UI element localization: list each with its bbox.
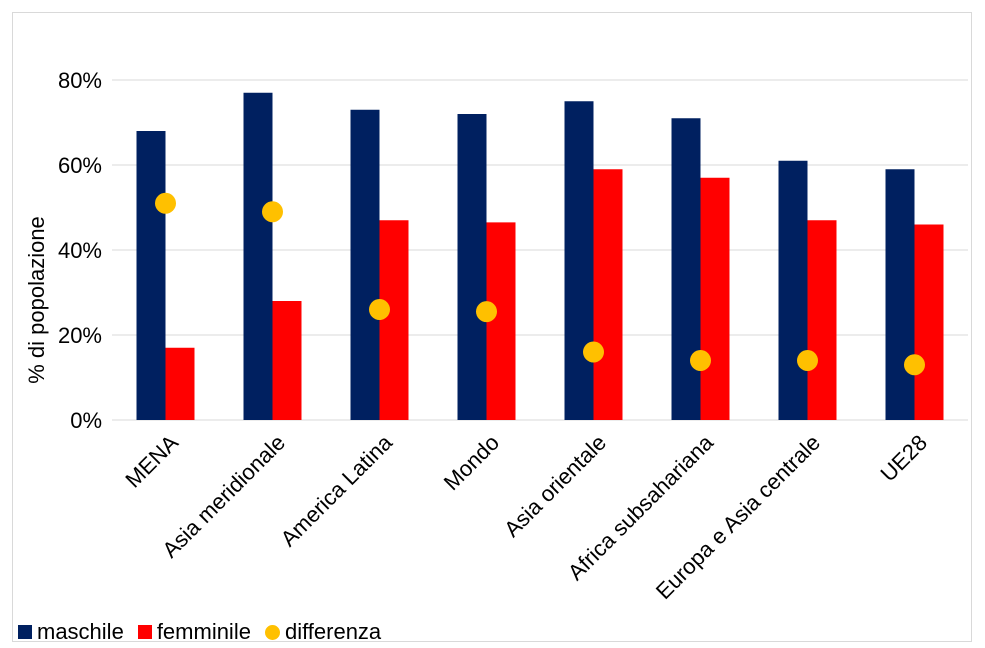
bar-maschile — [457, 114, 487, 420]
bar-femminile — [379, 220, 409, 420]
bar-maschile — [564, 101, 594, 420]
x-tick-label: Mondo — [439, 430, 504, 495]
bars — [136, 92, 944, 420]
marker-differenza — [369, 299, 390, 320]
bar-maschile — [243, 92, 273, 420]
legend-item-differenza: differenza — [264, 619, 382, 645]
marker-differenza — [262, 201, 283, 223]
bar-maschile — [778, 160, 808, 420]
y-axis-ticks: 0% 20% 40% 60% 80% — [58, 68, 102, 433]
bar-femminile — [165, 347, 195, 420]
legend-label-femminile: femminile — [156, 619, 251, 644]
legend-item-femminile: femminile — [137, 619, 251, 645]
bar-femminile — [486, 222, 516, 420]
x-tick-label: MENA — [120, 430, 183, 493]
difference-markers — [155, 192, 925, 376]
x-tick-label: Asia orientale — [499, 430, 611, 542]
legend-label-differenza: differenza — [284, 619, 382, 644]
marker-differenza — [155, 192, 176, 214]
legend-item-maschile: maschile — [18, 619, 124, 645]
bar-maschile — [136, 131, 166, 420]
bar-maschile — [885, 169, 915, 420]
y-tick-label: 60% — [58, 153, 102, 178]
marker-differenza — [583, 341, 604, 363]
marker-differenza — [476, 301, 497, 323]
bar-maschile — [350, 109, 380, 420]
y-tick-label: 80% — [58, 68, 102, 93]
legend-swatch-maschile — [18, 625, 32, 639]
bar-femminile — [700, 177, 730, 420]
legend-label-maschile: maschile — [37, 619, 124, 644]
x-tick-label: America Latina — [276, 429, 398, 551]
marker-differenza — [797, 350, 818, 371]
bar-femminile — [807, 220, 837, 420]
y-tick-label: 0% — [70, 408, 102, 433]
bar-femminile — [593, 169, 623, 420]
bar-maschile — [671, 118, 701, 420]
y-tick-label: 40% — [58, 238, 102, 263]
x-tick-label: UE28 — [875, 430, 932, 487]
bar-femminile — [914, 224, 944, 420]
y-tick-label: 20% — [58, 323, 102, 348]
gridlines — [112, 79, 968, 421]
marker-differenza — [904, 354, 925, 376]
chart-frame — [12, 12, 972, 642]
legend-swatch-differenza — [264, 624, 280, 640]
marker-differenza — [690, 350, 711, 371]
y-axis-label: % di popolazione — [24, 216, 49, 384]
legend-swatch-femminile — [137, 625, 152, 639]
bar-femminile — [272, 301, 302, 420]
legend: maschile femminile differenza — [18, 618, 395, 646]
